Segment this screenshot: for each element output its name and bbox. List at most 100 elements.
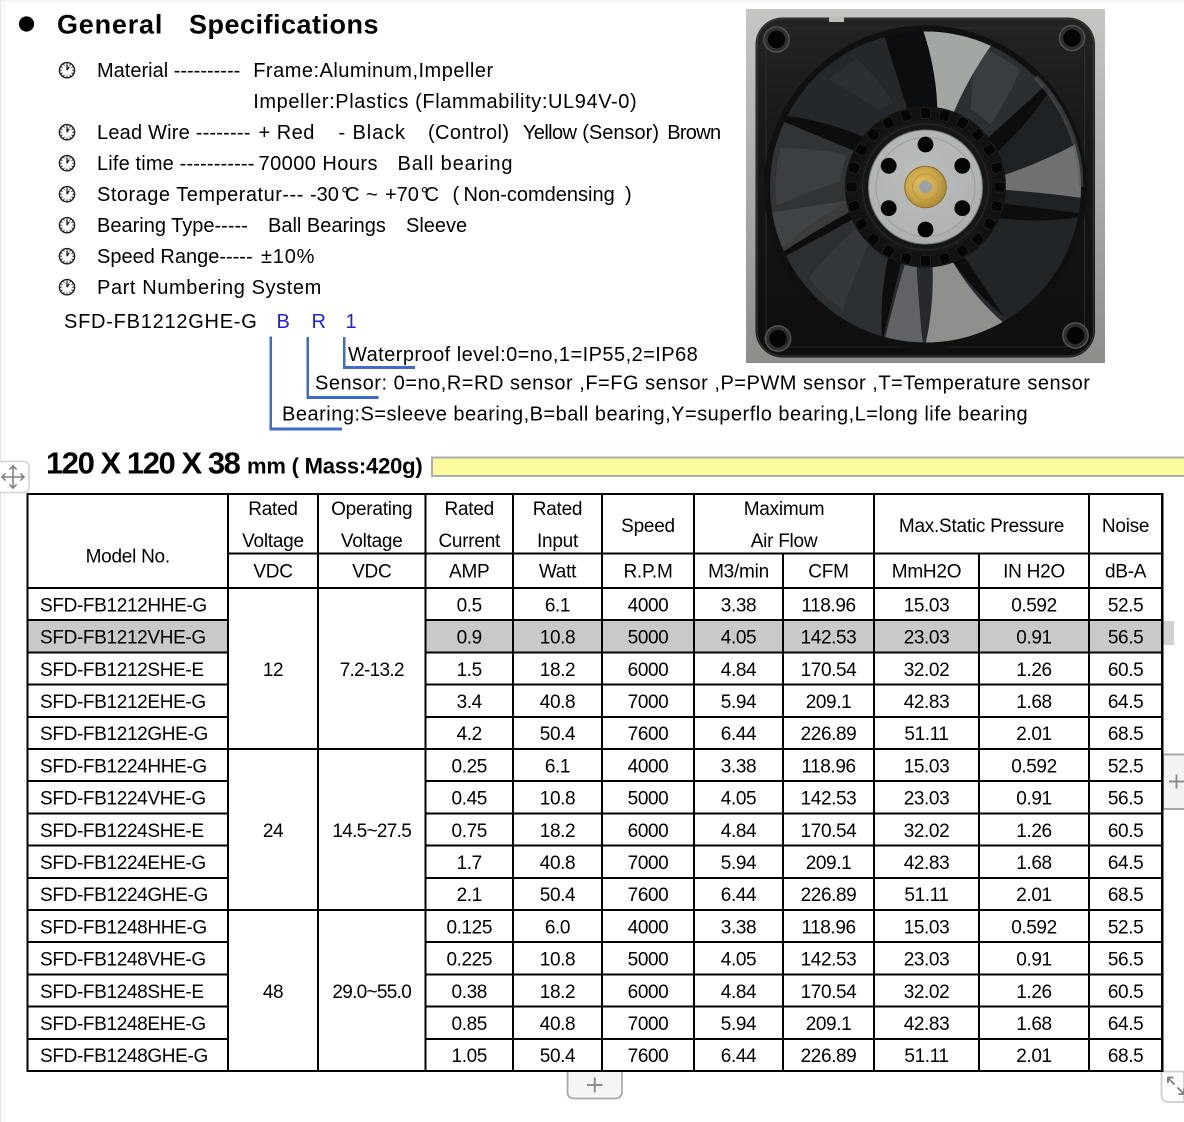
- svg-text:Current: Current: [438, 531, 501, 552]
- svg-text:3.38: 3.38: [721, 756, 756, 777]
- svg-text:0.225: 0.225: [446, 950, 492, 971]
- svg-text:51.11: 51.11: [904, 885, 948, 906]
- svg-text:226.89: 226.89: [801, 724, 857, 745]
- svg-text:64.5: 64.5: [1108, 853, 1143, 874]
- svg-text:Noise: Noise: [1102, 516, 1149, 537]
- svg-text:Rated: Rated: [533, 499, 582, 520]
- svg-text:4.05: 4.05: [721, 789, 756, 810]
- svg-text:Air Flow: Air Flow: [751, 531, 818, 552]
- svg-text:R: R: [312, 311, 326, 333]
- svg-text:50.4: 50.4: [540, 724, 576, 745]
- svg-text:Impeller:Plastics (Flammabilit: Impeller:Plastics (Flammability:UL94V-0): [253, 91, 637, 113]
- svg-text:Operating: Operating: [331, 499, 412, 520]
- svg-text:0.91: 0.91: [1016, 789, 1051, 810]
- svg-text:52.5: 52.5: [1108, 756, 1143, 777]
- svg-text:23.03: 23.03: [904, 950, 950, 971]
- svg-text:42.83: 42.83: [904, 853, 950, 874]
- svg-text:(: (: [453, 184, 460, 206]
- svg-text:12: 12: [263, 660, 283, 681]
- svg-text:5.94: 5.94: [721, 853, 757, 874]
- svg-text:AMP: AMP: [449, 562, 489, 583]
- svg-text:+ Red: + Red: [259, 122, 315, 144]
- svg-text:4.05: 4.05: [721, 950, 756, 971]
- svg-text:6.0: 6.0: [545, 917, 570, 938]
- svg-text:SFD-FB1248HHE-G: SFD-FB1248HHE-G: [40, 917, 207, 938]
- svg-text:18.2: 18.2: [540, 660, 575, 681]
- svg-text:1.68: 1.68: [1016, 692, 1051, 713]
- svg-text:70000 Hours: 70000 Hours: [259, 153, 378, 175]
- svg-text:4.2: 4.2: [457, 724, 482, 745]
- svg-text:CFM: CFM: [808, 562, 848, 583]
- svg-text:Non-comdensing: Non-comdensing: [464, 184, 615, 206]
- svg-text:0.25: 0.25: [452, 756, 487, 777]
- svg-text:SFD-FB1248VHE-G: SFD-FB1248VHE-G: [40, 950, 206, 971]
- svg-text:5000: 5000: [628, 628, 669, 649]
- svg-text:10.8: 10.8: [540, 789, 575, 810]
- svg-text:SFD-FB1212HHE-G: SFD-FB1212HHE-G: [40, 595, 207, 616]
- svg-text:2.01: 2.01: [1016, 1046, 1051, 1067]
- svg-text:64.5: 64.5: [1108, 1014, 1143, 1035]
- svg-text:56.5: 56.5: [1108, 950, 1143, 971]
- svg-text:SFD-FB1248EHE-G: SFD-FB1248EHE-G: [40, 1014, 206, 1035]
- svg-text:50.4: 50.4: [540, 885, 576, 906]
- svg-text:6.44: 6.44: [721, 885, 757, 906]
- svg-text:±10%: ±10%: [261, 246, 315, 268]
- svg-text:Frame:Aluminum,Impeller: Frame:Aluminum,Impeller: [253, 60, 493, 82]
- svg-text:(Control): (Control): [428, 122, 509, 144]
- svg-text:170.54: 170.54: [801, 660, 858, 681]
- svg-text:Ball bearing: Ball bearing: [398, 153, 514, 175]
- svg-text:SFD-FB1224EHE-G: SFD-FB1224EHE-G: [40, 853, 206, 874]
- svg-text:60.5: 60.5: [1108, 982, 1143, 1003]
- svg-text:SFD-FB1224VHE-G: SFD-FB1224VHE-G: [40, 789, 206, 810]
- svg-text:56.5: 56.5: [1108, 628, 1143, 649]
- svg-text:0.5: 0.5: [457, 595, 482, 616]
- svg-text:0.91: 0.91: [1016, 950, 1051, 971]
- svg-text:68.5: 68.5: [1108, 724, 1143, 745]
- svg-text:Specifications: Specifications: [189, 10, 379, 40]
- svg-text:142.53: 142.53: [801, 628, 857, 649]
- svg-text:Voltage: Voltage: [341, 531, 403, 552]
- svg-text:14.5~27.5: 14.5~27.5: [332, 821, 411, 842]
- svg-text:Sensor: 0=no,R=RD sensor ,F=FG: Sensor: 0=no,R=RD sensor ,F=FG sensor ,P…: [315, 373, 1090, 395]
- svg-text:170.54: 170.54: [801, 982, 858, 1003]
- svg-text:Model No.: Model No.: [86, 547, 170, 568]
- svg-text:Rated: Rated: [248, 499, 297, 520]
- svg-text:24: 24: [263, 821, 284, 842]
- svg-text:68.5: 68.5: [1108, 885, 1143, 906]
- svg-text:3.38: 3.38: [721, 917, 756, 938]
- svg-text:SFD-FB1212GHE-G: SFD-FB1212GHE-G: [40, 724, 208, 745]
- svg-text:0.125: 0.125: [446, 917, 492, 938]
- svg-text:48: 48: [263, 982, 283, 1003]
- svg-text:0.592: 0.592: [1011, 756, 1057, 777]
- svg-text:60.5: 60.5: [1108, 821, 1143, 842]
- svg-text:209.1: 209.1: [806, 853, 852, 874]
- svg-text:dB-A: dB-A: [1105, 562, 1147, 583]
- svg-text:0.9: 0.9: [457, 628, 482, 649]
- svg-text:Watt: Watt: [539, 562, 577, 583]
- svg-text:Max.Static Pressure: Max.Static Pressure: [899, 516, 1064, 537]
- svg-text:R.P.M: R.P.M: [623, 562, 672, 583]
- svg-text:+70: +70: [385, 184, 419, 206]
- svg-text:7600: 7600: [628, 885, 669, 906]
- svg-text:52.5: 52.5: [1108, 917, 1143, 938]
- svg-text:51.11: 51.11: [904, 1046, 948, 1067]
- svg-text:Waterproof level:0=no,1=IP55,2: Waterproof level:0=no,1=IP55,2=IP68: [348, 344, 698, 366]
- svg-text:118.96: 118.96: [801, 595, 855, 616]
- svg-text:6000: 6000: [628, 660, 669, 681]
- svg-text:): ): [625, 184, 632, 206]
- svg-text:23.03: 23.03: [904, 789, 950, 810]
- svg-text:1.26: 1.26: [1016, 982, 1051, 1003]
- svg-text:4.84: 4.84: [721, 660, 757, 681]
- svg-text:4000: 4000: [628, 756, 669, 777]
- svg-text:4000: 4000: [628, 917, 669, 938]
- svg-text:Sleeve: Sleeve: [406, 215, 467, 237]
- svg-text:68.5: 68.5: [1108, 1046, 1143, 1067]
- svg-text:MmH2O: MmH2O: [892, 562, 961, 583]
- svg-text:1.26: 1.26: [1016, 821, 1051, 842]
- svg-text:B: B: [277, 311, 290, 333]
- svg-text:Input: Input: [537, 531, 579, 552]
- svg-text:mm ( Mass:420g): mm ( Mass:420g): [247, 454, 423, 479]
- svg-text:1.7: 1.7: [457, 853, 482, 874]
- svg-text:6.44: 6.44: [721, 1046, 757, 1067]
- svg-text:(Sensor): (Sensor): [582, 122, 659, 144]
